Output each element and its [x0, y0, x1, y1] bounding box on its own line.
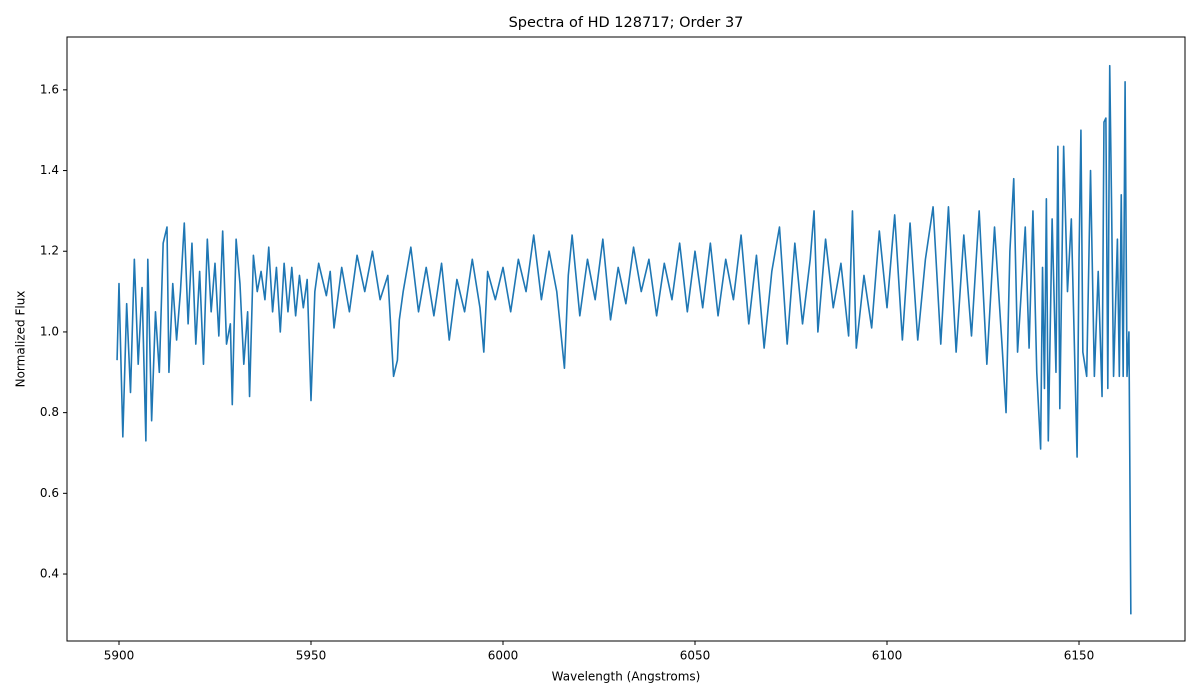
plot-frame — [66, 36, 1186, 642]
y-tick-label: 1.6 — [40, 82, 59, 96]
chart-title: Spectra of HD 128717; Order 37 — [509, 15, 744, 31]
x-tick-label: 6000 — [488, 649, 519, 663]
y-tick-label: 0.6 — [40, 486, 59, 500]
x-tick-label: 6050 — [680, 649, 711, 663]
y-tick-label: 1.4 — [40, 163, 59, 177]
y-tick-label: 1.2 — [40, 244, 59, 258]
x-tick-label: 5950 — [296, 649, 327, 663]
y-tick-label: 0.4 — [40, 567, 59, 581]
y-tick-label: 1.0 — [40, 324, 59, 338]
x-axis-label: Wavelength (Angstroms) — [552, 670, 701, 684]
x-tick-label: 6100 — [872, 649, 903, 663]
y-tick-label: 0.8 — [40, 405, 59, 419]
x-tick-label: 5900 — [104, 649, 135, 663]
y-axis-label: Normalized Flux — [14, 291, 28, 388]
x-tick-label: 6150 — [1064, 649, 1095, 663]
spectrum-line — [116, 64, 1132, 615]
